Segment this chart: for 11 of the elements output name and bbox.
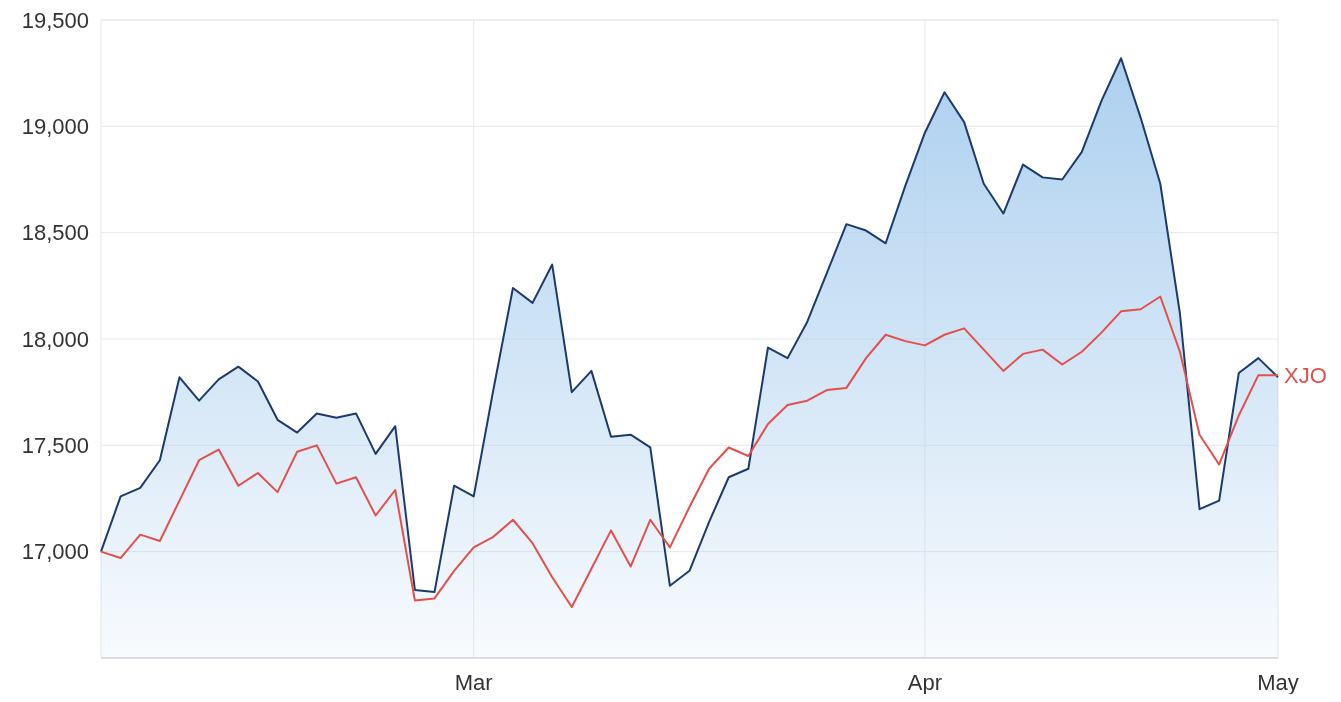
y-tick-label: 18,000 bbox=[21, 326, 89, 352]
series-label: XJO bbox=[1284, 362, 1327, 388]
x-tick-label: May bbox=[1257, 670, 1299, 695]
y-tick-label: 17,500 bbox=[21, 433, 89, 459]
x-tick-label: Mar bbox=[454, 670, 493, 695]
y-tick-label: 19,500 bbox=[21, 7, 89, 33]
y-tick-label: 18,500 bbox=[21, 220, 89, 246]
x-tick-label: Apr bbox=[907, 670, 943, 695]
y-tick-label: 17,000 bbox=[21, 539, 89, 565]
y-tick-label: 19,000 bbox=[21, 114, 89, 140]
line-series bbox=[100, 295, 1279, 608]
